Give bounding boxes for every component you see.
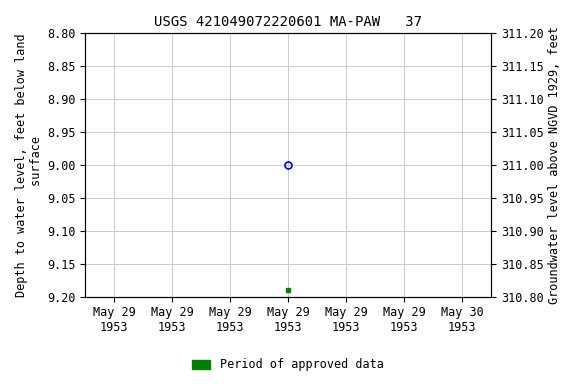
Legend: Period of approved data: Period of approved data xyxy=(188,354,388,376)
Y-axis label: Groundwater level above NGVD 1929, feet: Groundwater level above NGVD 1929, feet xyxy=(548,26,561,304)
Title: USGS 421049072220601 MA-PAW   37: USGS 421049072220601 MA-PAW 37 xyxy=(154,15,422,29)
Y-axis label: Depth to water level, feet below land
 surface: Depth to water level, feet below land su… xyxy=(15,33,43,297)
